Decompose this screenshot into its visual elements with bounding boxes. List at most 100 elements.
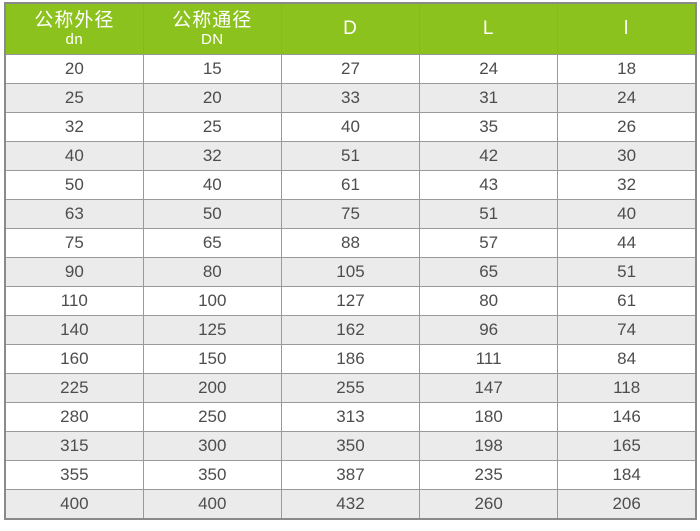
table-row: 90 80 105 65 51: [4, 257, 697, 287]
column-title: L: [482, 18, 495, 39]
table-row: 50 40 61 43 32: [4, 170, 697, 200]
table-body: 20 15 27 24 18 25 20 33 31 24 32 25 40 35 26 40 32 51 42 30…: [4, 54, 697, 520]
table-cell: 250: [142, 402, 282, 432]
table-cell: 80: [419, 286, 559, 316]
table-cell: 65: [419, 257, 559, 287]
table-cell: 432: [280, 489, 421, 520]
column-title: l: [624, 18, 630, 39]
table-cell: 51: [557, 257, 697, 287]
table-cell: 140: [4, 315, 144, 345]
table-cell: 30: [557, 141, 697, 171]
column-header-dn: 公称通径 DN: [142, 2, 282, 55]
column-header-dn: 公称外径 dn: [4, 2, 144, 55]
column-header-l: l: [557, 2, 697, 55]
table-cell: 235: [419, 460, 559, 490]
table-cell: 96: [419, 315, 559, 345]
table-row: 110 100 127 80 61: [4, 286, 697, 316]
table-row: 25 20 33 31 24: [4, 83, 697, 113]
table-cell: 50: [142, 199, 282, 229]
table-cell: 147: [419, 373, 559, 403]
table-cell: 84: [557, 344, 697, 374]
table-cell: 40: [4, 141, 144, 171]
table-cell: 100: [142, 286, 282, 316]
table-cell: 146: [557, 402, 697, 432]
table-cell: 61: [280, 170, 421, 200]
table-cell: 200: [142, 373, 282, 403]
table-cell: 75: [280, 199, 421, 229]
table-cell: 25: [4, 83, 144, 113]
table-cell: 162: [280, 315, 421, 345]
table-row: 355 350 387 235 184: [4, 460, 697, 490]
table-cell: 160: [4, 344, 144, 374]
table-cell: 24: [419, 54, 559, 84]
table-cell: 110: [4, 286, 144, 316]
table-cell: 255: [280, 373, 421, 403]
table-cell: 350: [280, 431, 421, 461]
table-cell: 51: [419, 199, 559, 229]
table-cell: 387: [280, 460, 421, 490]
table-cell: 198: [419, 431, 559, 461]
table-cell: 127: [280, 286, 421, 316]
column-header-l: L: [419, 2, 559, 55]
table-cell: 105: [280, 257, 421, 287]
table-cell: 313: [280, 402, 421, 432]
table-cell: 206: [557, 489, 697, 520]
table-cell: 18: [557, 54, 697, 84]
table-cell: 184: [557, 460, 697, 490]
table-cell: 280: [4, 402, 144, 432]
table-cell: 186: [280, 344, 421, 374]
table-row: 400 400 432 260 206: [4, 489, 697, 520]
table-cell: 400: [4, 489, 144, 520]
table-cell: 260: [419, 489, 559, 520]
table-cell: 180: [419, 402, 559, 432]
table-cell: 125: [142, 315, 282, 345]
table-cell: 32: [4, 112, 144, 142]
table-cell: 20: [142, 83, 282, 113]
table-row: 32 25 40 35 26: [4, 112, 697, 142]
table-row: 20 15 27 24 18: [4, 54, 697, 84]
table-cell: 315: [4, 431, 144, 461]
table-row: 160 150 186 111 84: [4, 344, 697, 374]
table-cell: 90: [4, 257, 144, 287]
table-cell: 24: [557, 83, 697, 113]
table-cell: 57: [419, 228, 559, 258]
table-row: 75 65 88 57 44: [4, 228, 697, 258]
table-cell: 350: [142, 460, 282, 490]
table-cell: 300: [142, 431, 282, 461]
table-cell: 20: [4, 54, 144, 84]
table-cell: 111: [419, 344, 559, 374]
table-cell: 40: [557, 199, 697, 229]
table-cell: 355: [4, 460, 144, 490]
table-cell: 150: [142, 344, 282, 374]
table-cell: 80: [142, 257, 282, 287]
table-cell: 61: [557, 286, 697, 316]
table-cell: 88: [280, 228, 421, 258]
column-subtitle: dn: [65, 31, 84, 48]
column-title: D: [343, 18, 358, 39]
table-cell: 42: [419, 141, 559, 171]
table-row: 225 200 255 147 118: [4, 373, 697, 403]
table-row: 140 125 162 96 74: [4, 315, 697, 345]
table-cell: 74: [557, 315, 697, 345]
table-cell: 40: [142, 170, 282, 200]
table-cell: 75: [4, 228, 144, 258]
table-row: 280 250 313 180 146: [4, 402, 697, 432]
table-cell: 165: [557, 431, 697, 461]
column-title: 公称通径: [172, 10, 253, 31]
table-cell: 35: [419, 112, 559, 142]
table-cell: 44: [557, 228, 697, 258]
table-cell: 33: [280, 83, 421, 113]
column-subtitle: DN: [200, 31, 224, 48]
table-cell: 65: [142, 228, 282, 258]
table-cell: 40: [280, 112, 421, 142]
table-cell: 27: [280, 54, 421, 84]
table-cell: 31: [419, 83, 559, 113]
column-header-d: D: [280, 2, 421, 55]
table-cell: 32: [142, 141, 282, 171]
table-row: 63 50 75 51 40: [4, 199, 697, 229]
table-cell: 25: [142, 112, 282, 142]
